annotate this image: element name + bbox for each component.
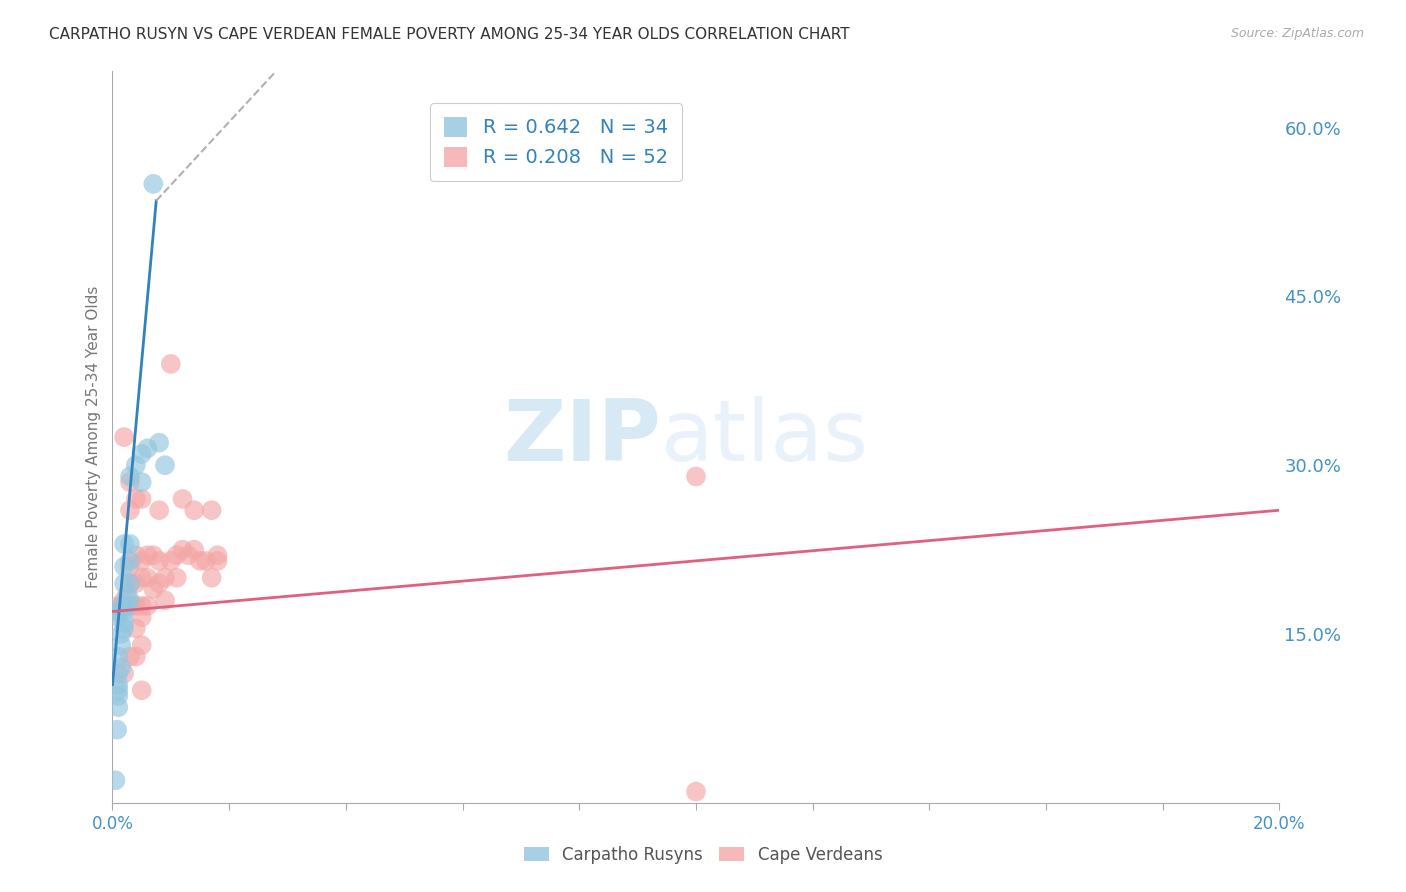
Point [118,475,141,489]
Point [112,576,135,591]
Point [115,599,138,613]
Point [112,666,135,681]
Text: atlas: atlas [661,395,869,479]
Point [131,638,153,652]
Point [107,605,129,619]
Point [136,548,159,562]
Point [118,554,141,568]
Point [112,537,135,551]
Legend: R = 0.642   N = 34, R = 0.208   N = 52: R = 0.642 N = 34, R = 0.208 N = 52 [430,103,682,181]
Point [110,599,132,613]
Point [107,599,129,613]
Point [131,683,153,698]
Point [118,576,141,591]
Point [125,621,148,635]
Point [107,610,129,624]
Point [118,559,141,574]
Point [105,723,128,737]
Point [110,638,132,652]
Point [160,357,183,371]
Point [685,784,707,798]
Point [125,649,148,664]
Y-axis label: Female Poverty Among 25-34 Year Olds: Female Poverty Among 25-34 Year Olds [86,286,101,588]
Point [172,491,194,506]
Point [131,610,153,624]
Point [110,661,132,675]
Text: ZIP: ZIP [503,395,661,479]
Point [115,588,138,602]
Point [142,177,165,191]
Point [125,599,148,613]
Point [166,548,188,562]
Point [112,599,135,613]
Point [107,605,129,619]
Text: CARPATHO RUSYN VS CAPE VERDEAN FEMALE POVERTY AMONG 25-34 YEAR OLDS CORRELATION : CARPATHO RUSYN VS CAPE VERDEAN FEMALE PO… [49,27,849,42]
Point [107,649,129,664]
Point [194,554,217,568]
Point [118,503,141,517]
Point [131,554,153,568]
Point [104,773,127,788]
Point [125,491,148,506]
Point [183,503,205,517]
Point [107,678,129,692]
Point [125,576,148,591]
Point [160,554,183,568]
Point [107,689,129,703]
Point [118,469,141,483]
Point [131,571,153,585]
Point [685,469,707,483]
Point [118,537,141,551]
Point [148,435,170,450]
Point [107,683,129,698]
Point [183,542,205,557]
Point [112,621,135,635]
Legend: Carpatho Rusyns, Cape Verdeans: Carpatho Rusyns, Cape Verdeans [517,839,889,871]
Point [118,576,141,591]
Point [142,582,165,596]
Point [207,554,229,568]
Point [131,447,153,461]
Point [188,554,211,568]
Point [112,593,135,607]
Point [125,548,148,562]
Point [118,649,141,664]
Point [112,559,135,574]
Point [107,666,129,681]
Text: Source: ZipAtlas.com: Source: ZipAtlas.com [1230,27,1364,40]
Point [201,503,224,517]
Point [136,599,159,613]
Point [107,700,129,714]
Point [142,548,165,562]
Point [118,599,141,613]
Point [112,605,135,619]
Point [153,571,176,585]
Point [125,458,148,473]
Point [118,593,141,607]
Point [166,571,188,585]
Point [136,442,159,456]
Point [136,571,159,585]
Point [112,615,135,630]
Point [131,491,153,506]
Point [177,548,200,562]
Point [153,458,176,473]
Point [131,599,153,613]
Point [112,430,135,444]
Point [172,542,194,557]
Point [148,503,170,517]
Point [110,627,132,641]
Point [153,593,176,607]
Point [131,475,153,489]
Point [148,554,170,568]
Point [148,576,170,591]
Point [201,571,224,585]
Point [207,548,229,562]
